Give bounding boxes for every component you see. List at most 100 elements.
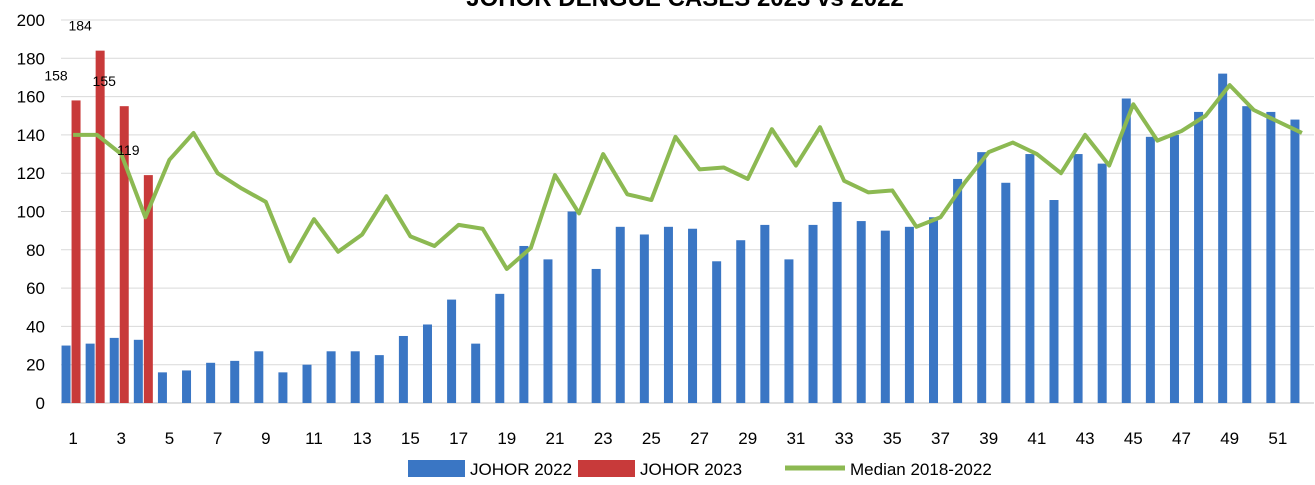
bar bbox=[856, 221, 866, 403]
bar bbox=[495, 293, 505, 403]
x-tick-label: 13 bbox=[353, 429, 372, 448]
bar bbox=[1194, 111, 1204, 404]
bar bbox=[543, 259, 553, 403]
x-tick-label: 1 bbox=[68, 429, 77, 448]
bar bbox=[615, 226, 625, 403]
y-tick-label: 20 bbox=[26, 356, 45, 375]
legend-label: JOHOR 2023 bbox=[640, 460, 742, 479]
chart-title: JOHOR DENGUE CASES 2023 vs 2022 bbox=[466, 0, 904, 12]
bar bbox=[977, 152, 987, 403]
x-tick-label: 25 bbox=[642, 429, 661, 448]
y-tick-label: 180 bbox=[17, 49, 45, 68]
x-tick-label: 3 bbox=[117, 429, 126, 448]
y-tick-label: 140 bbox=[17, 126, 45, 145]
bar bbox=[278, 372, 288, 403]
x-tick-label: 41 bbox=[1027, 429, 1046, 448]
bar bbox=[422, 324, 432, 403]
marks bbox=[61, 50, 1303, 404]
x-tick-label: 33 bbox=[835, 429, 854, 448]
bar bbox=[61, 345, 71, 403]
x-tick-label: 17 bbox=[449, 429, 468, 448]
bar bbox=[1097, 163, 1107, 403]
bar bbox=[663, 226, 673, 403]
x-tick-label: 19 bbox=[497, 429, 516, 448]
line bbox=[73, 83, 1303, 271]
x-tick-label: 21 bbox=[546, 429, 565, 448]
bar bbox=[1121, 98, 1131, 403]
bar bbox=[880, 230, 890, 403]
data-label: 119 bbox=[117, 142, 140, 158]
x-tick-label: 5 bbox=[165, 429, 174, 448]
bar bbox=[808, 224, 818, 403]
bar bbox=[904, 226, 914, 403]
bar bbox=[71, 100, 81, 404]
bar bbox=[206, 362, 216, 403]
bar bbox=[953, 178, 963, 403]
y-tick-label: 200 bbox=[17, 11, 45, 30]
bar bbox=[760, 224, 770, 403]
x-tick-label: 47 bbox=[1172, 429, 1191, 448]
bar bbox=[1073, 154, 1083, 403]
bar bbox=[688, 228, 698, 403]
bar bbox=[1218, 73, 1228, 404]
x-tick-label: 45 bbox=[1124, 429, 1143, 448]
bar bbox=[95, 50, 105, 403]
bar bbox=[326, 351, 336, 403]
bar bbox=[1001, 182, 1011, 403]
x-tick-label: 9 bbox=[261, 429, 270, 448]
bar bbox=[398, 335, 408, 403]
data-label: 158 bbox=[44, 67, 68, 83]
legend-label: Median 2018-2022 bbox=[850, 460, 992, 479]
bar bbox=[567, 211, 577, 403]
x-tick-label: 15 bbox=[401, 429, 420, 448]
bar bbox=[591, 268, 601, 403]
y-tick-label: 40 bbox=[26, 317, 45, 336]
y-tick-label: 80 bbox=[26, 241, 45, 260]
x-tick-label: 39 bbox=[979, 429, 998, 448]
x-tick-label: 35 bbox=[883, 429, 902, 448]
bar bbox=[182, 370, 192, 403]
y-tick-label: 0 bbox=[36, 394, 45, 413]
bar bbox=[639, 234, 649, 403]
bar bbox=[157, 372, 167, 403]
bar bbox=[1290, 119, 1300, 403]
bar bbox=[1145, 136, 1155, 403]
bar bbox=[447, 299, 457, 403]
y-tick-label: 120 bbox=[17, 164, 45, 183]
x-tick-label: 37 bbox=[931, 429, 950, 448]
bar bbox=[712, 261, 722, 403]
x-tick-label: 27 bbox=[690, 429, 709, 448]
bar bbox=[254, 351, 264, 403]
bar bbox=[929, 217, 939, 403]
bar bbox=[784, 259, 794, 403]
bar bbox=[471, 343, 481, 403]
x-tick-label: 43 bbox=[1076, 429, 1095, 448]
bar bbox=[374, 355, 384, 403]
bar bbox=[1169, 134, 1179, 403]
legend-label: JOHOR 2022 bbox=[470, 460, 572, 479]
x-tick-label: 11 bbox=[305, 429, 323, 448]
bar bbox=[519, 245, 529, 403]
y-tick-label: 160 bbox=[17, 88, 45, 107]
bar bbox=[736, 240, 746, 403]
data-label: 155 bbox=[93, 73, 117, 89]
bar bbox=[143, 175, 153, 403]
y-tick-label: 60 bbox=[26, 279, 45, 298]
data-label: 184 bbox=[68, 18, 92, 34]
bar bbox=[230, 360, 240, 403]
x-tick-label: 49 bbox=[1220, 429, 1239, 448]
x-tick-label: 29 bbox=[738, 429, 757, 448]
bar bbox=[133, 339, 143, 403]
bar bbox=[302, 364, 312, 403]
x-tick-label: 51 bbox=[1268, 429, 1287, 448]
x-tick-label: 23 bbox=[594, 429, 613, 448]
x-tick-label: 7 bbox=[213, 429, 222, 448]
bar bbox=[832, 201, 842, 403]
bar bbox=[350, 351, 360, 403]
bar bbox=[1266, 111, 1276, 404]
bar bbox=[109, 337, 119, 403]
y-tick-label: 100 bbox=[17, 203, 45, 222]
bar bbox=[1049, 200, 1059, 403]
